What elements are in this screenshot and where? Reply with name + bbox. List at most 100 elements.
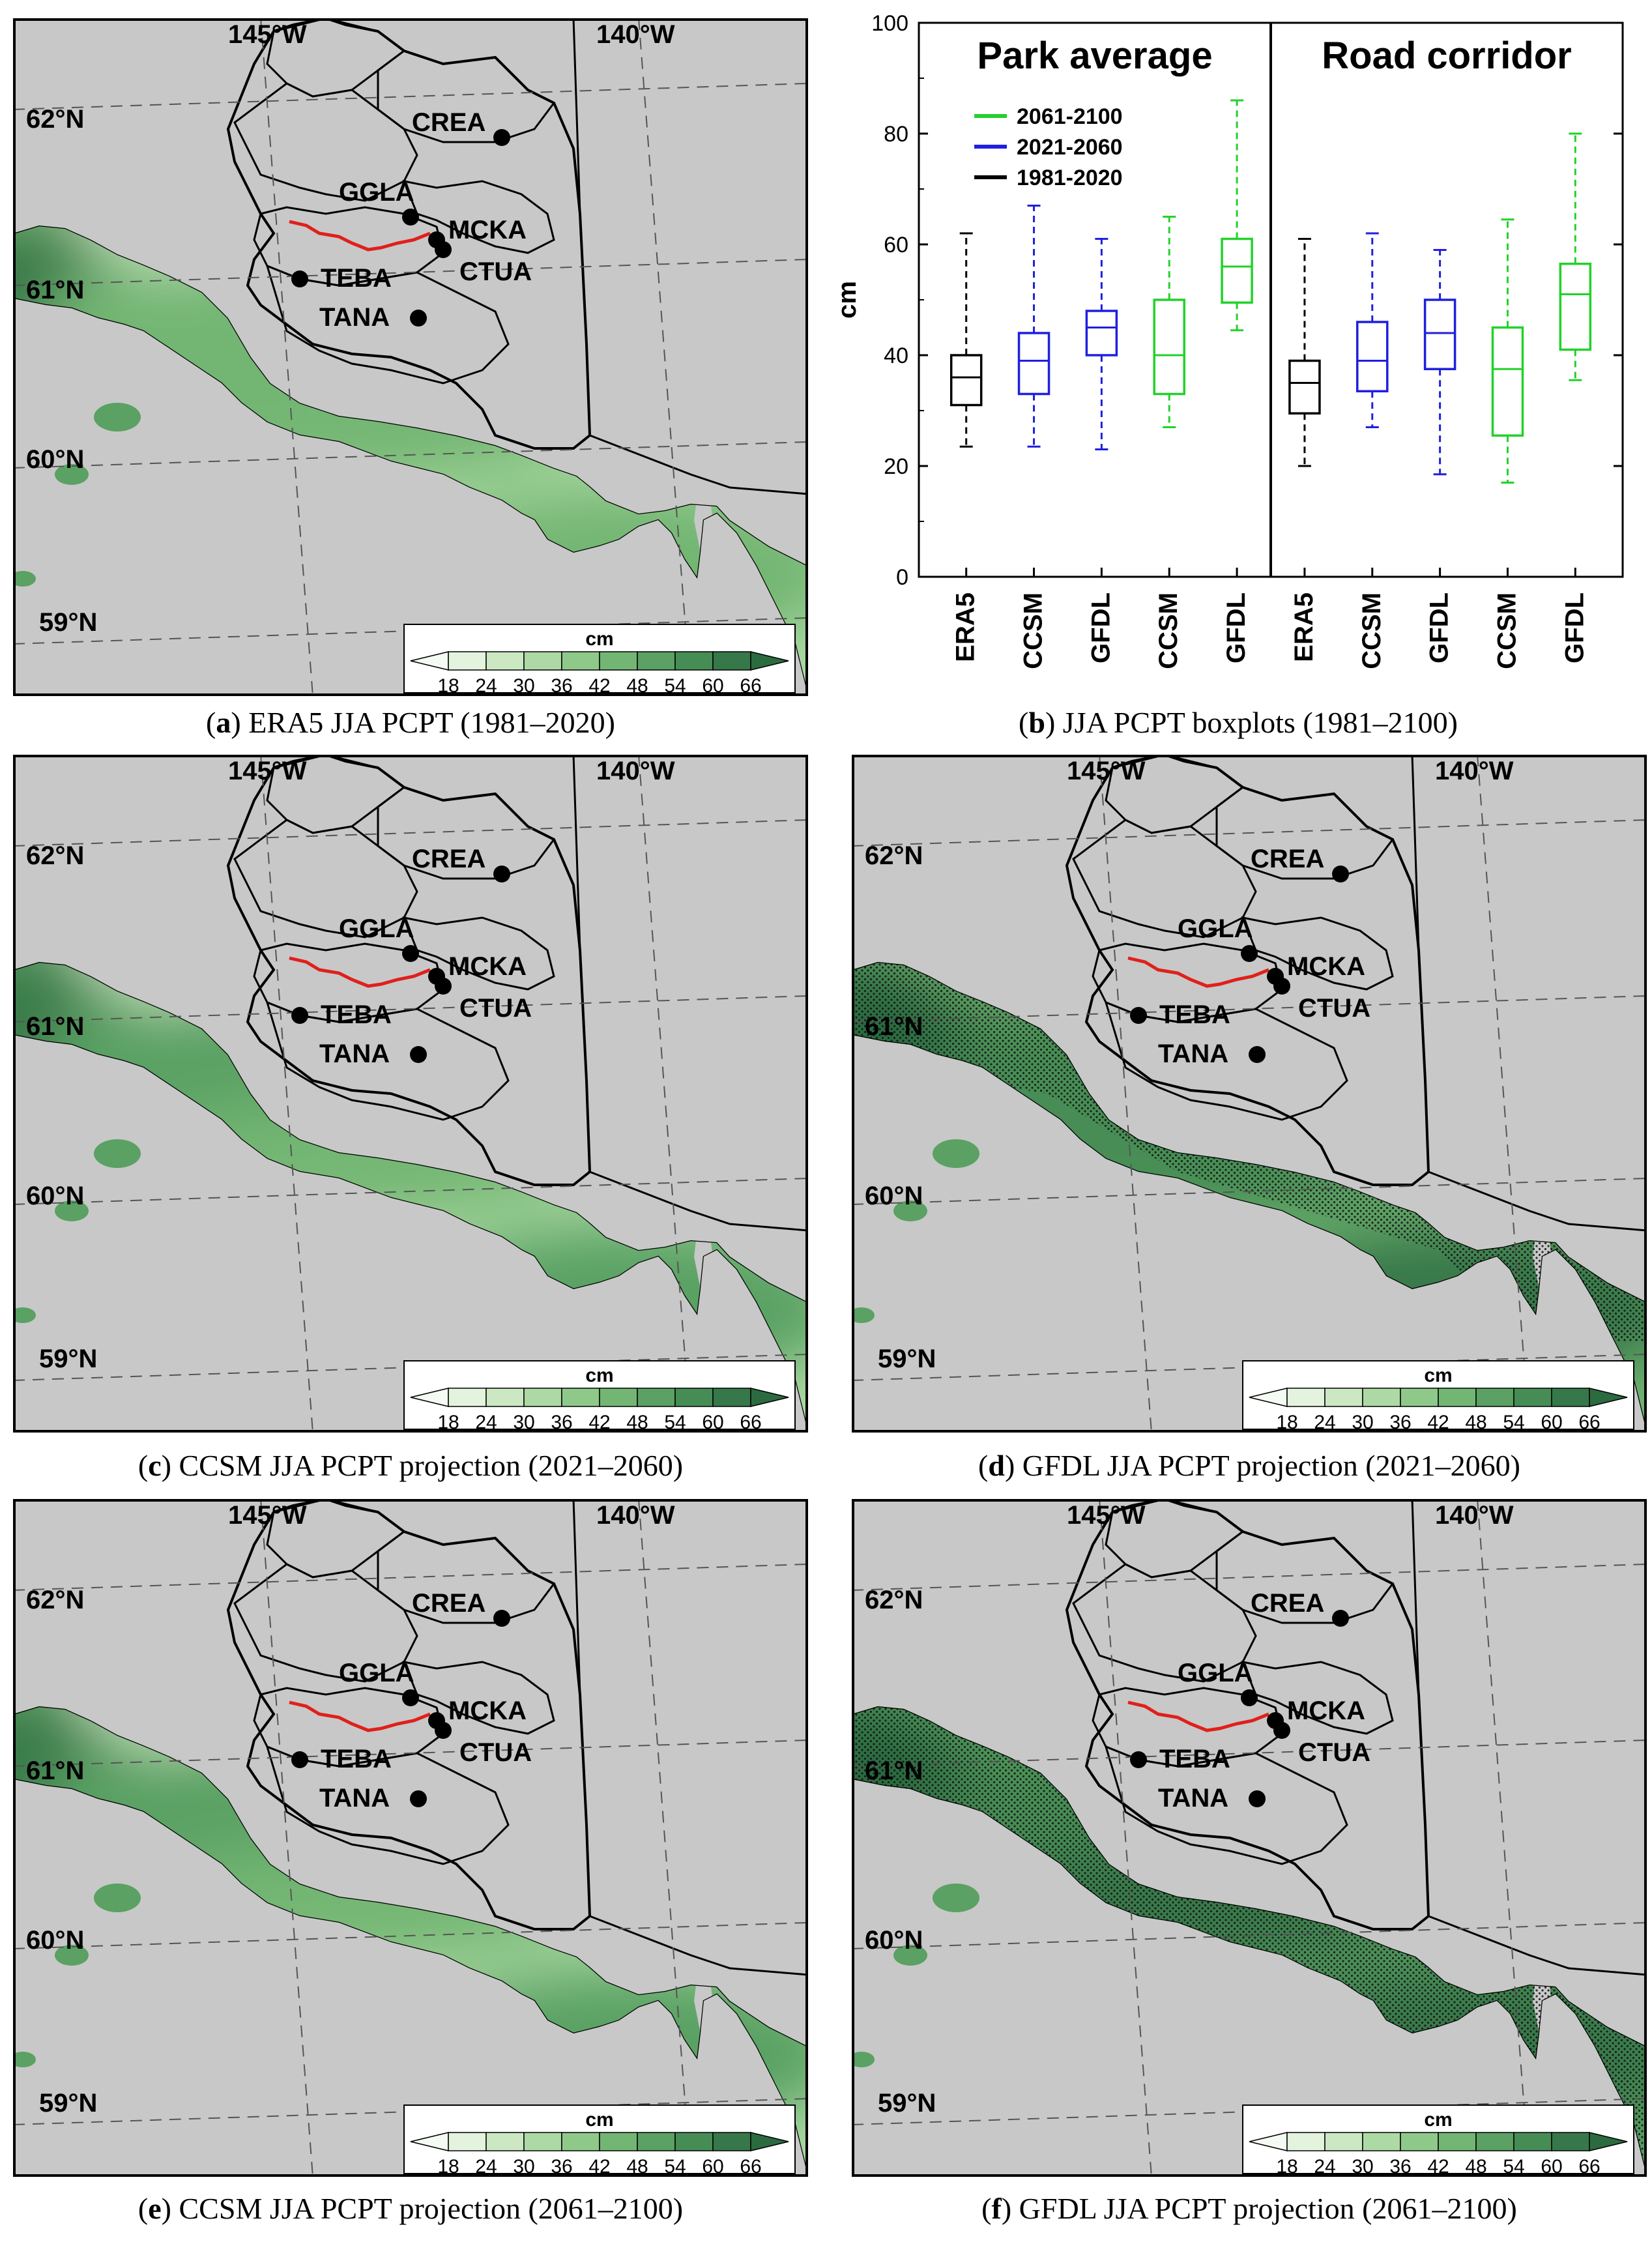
colorbar-segment bbox=[1438, 1388, 1477, 1407]
site-marker bbox=[291, 1751, 308, 1768]
road-line bbox=[289, 220, 431, 252]
lat-label: 59°N bbox=[39, 2089, 97, 2118]
lat-gridline bbox=[13, 259, 808, 286]
site-marker bbox=[402, 1689, 419, 1706]
island-shape bbox=[933, 1884, 979, 1912]
colorbar-segment bbox=[637, 1388, 676, 1407]
colorbar-tick: 36 bbox=[1389, 1412, 1411, 1433]
site-label: CTUA bbox=[459, 1738, 532, 1767]
site-label: GGLA bbox=[339, 914, 414, 943]
colorbar-tick: 36 bbox=[551, 1412, 572, 1433]
colorbar-tick: 18 bbox=[1276, 2156, 1297, 2177]
lon-label: 145°W bbox=[1067, 757, 1146, 785]
site-marker bbox=[1332, 1610, 1349, 1627]
island-shape bbox=[13, 2052, 36, 2067]
box-1: CCSM bbox=[1017, 205, 1051, 669]
colorbar-tick: 24 bbox=[475, 2156, 497, 2177]
site-marker bbox=[291, 270, 308, 287]
road-line bbox=[1127, 1700, 1269, 1732]
colorbar-segment bbox=[1551, 2132, 1590, 2151]
colorbar-tick: 42 bbox=[1427, 2156, 1449, 2177]
site-marker bbox=[1249, 1046, 1266, 1063]
colorbar-segment bbox=[448, 1388, 487, 1407]
road-line bbox=[289, 1700, 431, 1732]
box-iqr bbox=[1017, 332, 1051, 396]
y-axis-label: cm bbox=[837, 281, 862, 319]
box-iqr bbox=[949, 354, 983, 407]
colorbar-tick: 42 bbox=[588, 675, 610, 696]
site-label: CTUA bbox=[1298, 1738, 1370, 1767]
colorbar-segment bbox=[523, 1388, 562, 1407]
colorbar-segment bbox=[674, 651, 714, 671]
box-0: ERA5 bbox=[949, 232, 983, 662]
land-canada bbox=[573, 755, 808, 1230]
map-panel-f: 145°W 140°W 62°N 61°N 60°N 59°N CREA GGLA MCKA CT… bbox=[852, 1499, 1647, 2177]
colorbar-unit: cm bbox=[585, 1365, 613, 1386]
boxplot-panel-b: 0 20 40 60 80 100 cm Park average Road corridor 2… bbox=[833, 7, 1639, 704]
colorbar-tick: 54 bbox=[664, 675, 686, 696]
colorbar-segment bbox=[1513, 2132, 1552, 2151]
colorbar-tick: 36 bbox=[1389, 2156, 1411, 2177]
site-marker bbox=[402, 209, 419, 226]
lat-gridline bbox=[13, 1740, 808, 1767]
site-marker bbox=[493, 1610, 510, 1627]
land-canada bbox=[1412, 755, 1647, 1230]
lon-label: 140°W bbox=[1435, 1501, 1514, 1530]
island-shape bbox=[94, 1884, 141, 1912]
fjord-land bbox=[694, 1230, 723, 1341]
site-label: CREA bbox=[1251, 1589, 1324, 1618]
basin-boundary bbox=[402, 916, 555, 991]
lon-label: 140°W bbox=[596, 757, 675, 785]
lon-label: 145°W bbox=[228, 757, 307, 785]
site-label: GGLA bbox=[1178, 1659, 1253, 1687]
site-label: TANA bbox=[319, 1784, 390, 1813]
basin-boundary bbox=[266, 1499, 406, 1579]
colorbar-segment bbox=[1286, 2132, 1326, 2151]
colorbar-tick: 30 bbox=[1352, 1412, 1373, 1433]
lon-label: 145°W bbox=[228, 20, 307, 49]
y-tick-label: 80 bbox=[884, 122, 908, 147]
lon-gridline bbox=[1477, 755, 1530, 1433]
lat-label: 62°N bbox=[26, 1586, 84, 1614]
lon-gridline bbox=[260, 1499, 313, 2177]
island-shape bbox=[13, 1307, 36, 1323]
box-iqr bbox=[1153, 298, 1185, 396]
site-marker bbox=[493, 866, 510, 882]
lon-gridline bbox=[638, 1499, 691, 2177]
lat-gridline bbox=[13, 441, 808, 469]
basin-boundary bbox=[1072, 819, 1257, 939]
lat-label: 62°N bbox=[26, 841, 84, 870]
lat-label: 61°N bbox=[26, 1756, 84, 1785]
island-shape bbox=[55, 1945, 89, 1966]
site-marker bbox=[435, 1722, 452, 1739]
colorbar-segment bbox=[637, 651, 676, 671]
colorbar-segment bbox=[485, 1388, 525, 1407]
caption-c-text: CCSM JJA PCPT projection (2021–2060) bbox=[179, 1449, 684, 1482]
colorbar-tick: 36 bbox=[551, 2156, 572, 2177]
colorbar-tick: 66 bbox=[740, 675, 761, 696]
site-marker bbox=[410, 1046, 427, 1063]
colorbar-segment bbox=[523, 651, 562, 671]
site-label: CTUA bbox=[459, 994, 532, 1023]
caption-a-text: ERA5 JJA PCPT (1981–2020) bbox=[248, 706, 615, 739]
basin-boundary bbox=[1104, 1000, 1348, 1121]
y-tick-label: 40 bbox=[884, 343, 908, 368]
site-marker bbox=[1273, 1722, 1290, 1739]
colorbar-tick: 54 bbox=[1503, 2156, 1524, 2177]
caption-b-letter: b bbox=[1028, 706, 1045, 739]
colorbar-tick: 24 bbox=[1314, 1412, 1335, 1433]
colorbar-segment bbox=[1475, 2132, 1514, 2151]
map-panel-e: 145°W 140°W 62°N 61°N 60°N 59°N CREA GGLA MCKA CT… bbox=[13, 1499, 808, 2177]
lat-label: 62°N bbox=[865, 841, 923, 870]
box-6: CCSM bbox=[1356, 232, 1389, 669]
site-label: TEBA bbox=[321, 1745, 392, 1773]
y-tick-label: 20 bbox=[884, 454, 908, 479]
caption-e-text: CCSM JJA PCPT projection (2061–2100) bbox=[179, 2192, 684, 2225]
island-shape bbox=[13, 571, 36, 587]
box-iqr bbox=[1085, 310, 1118, 357]
map-panel-d: 145°W 140°W 62°N 61°N 60°N 59°N CREA GGLA MCKA CT… bbox=[852, 755, 1647, 1433]
island-shape bbox=[94, 1139, 141, 1168]
lat-label: 60°N bbox=[26, 1926, 84, 1955]
box-iqr bbox=[1423, 298, 1456, 370]
map-panel-c: 145°W 140°W 62°N 61°N 60°N 59°N CREA GGLA MCKA CT… bbox=[13, 755, 808, 1433]
